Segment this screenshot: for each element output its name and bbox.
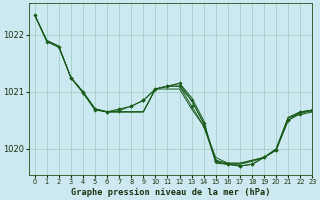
X-axis label: Graphe pression niveau de la mer (hPa): Graphe pression niveau de la mer (hPa) bbox=[71, 188, 270, 197]
